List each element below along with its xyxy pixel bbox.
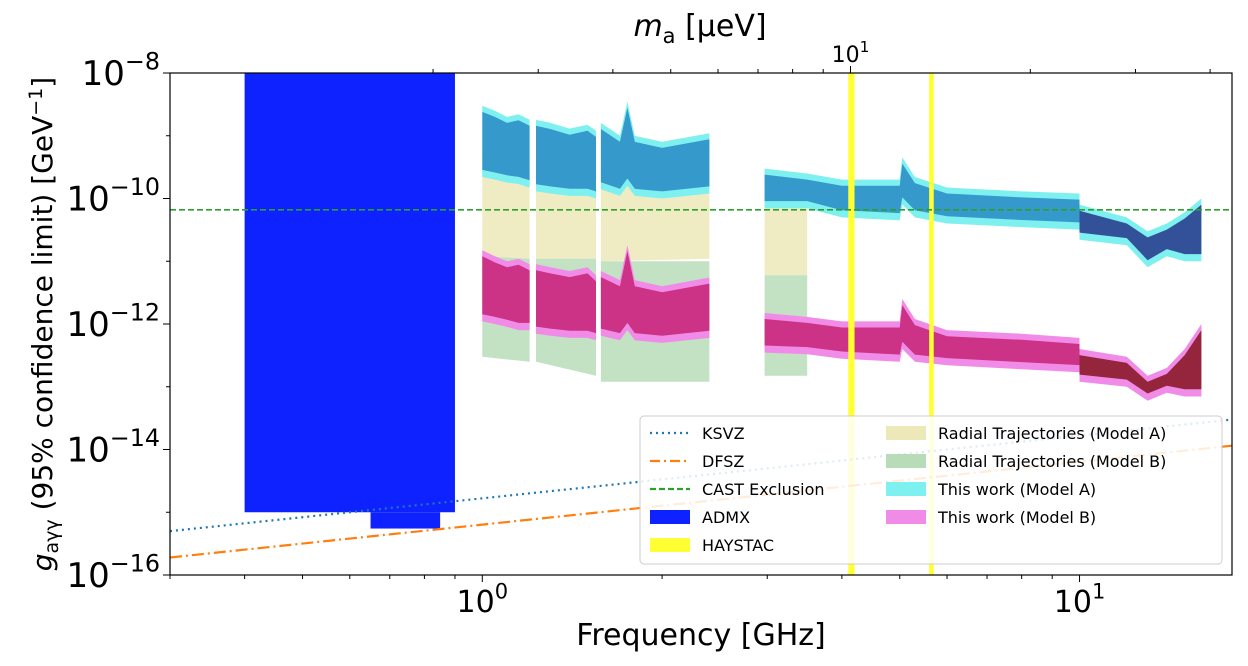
legend-label: KSVZ [702,424,745,443]
legend-item-haystac: HAYSTAC [650,536,774,555]
band-inner-this-work-model-b-1 [536,270,596,334]
y-tick-label: 10−14 [67,424,161,470]
band-inner-this-work-model-b-4 [1079,330,1202,394]
y-axis-label: gaγγ (95% confidence limit) [GeV−1] [25,77,63,571]
band-inner-this-work-model-a-4 [1079,204,1202,261]
band-inner-this-work-model-a-3 [764,163,1080,223]
y-tick-label: 10−10 [67,173,161,219]
y-tick-label: 10−16 [67,550,161,596]
legend-label: This work (Model B) [937,508,1096,527]
legend-label: DFSZ [702,452,744,471]
legend-label: CAST Exclusion [702,480,825,499]
series-layer [170,73,1232,575]
top-axis-label: ma [μeV] [633,9,766,48]
legend-item-admx: ADMX [650,508,750,527]
legend-label: ADMX [702,508,750,527]
x-axis: 100 101 [169,575,1106,621]
band-inner-this-work-model-b-0 [482,256,530,323]
y-tick-label: 10−12 [67,299,161,345]
band-inner-this-work-model-a-0 [482,111,530,181]
legend-swatch [650,538,690,552]
band-radial-trajectories-model-a-3 [764,204,808,276]
plot-area [169,72,1233,576]
haystac-band-0 [848,73,855,575]
admx-rect-1 [370,512,441,529]
x-tick-label: 100 [457,580,509,621]
legend-item-this-work-model-a: This work (Model A) [886,480,1096,499]
legend-swatch [886,426,926,440]
series-this-work-model-b [482,245,1202,401]
legend-swatch [886,454,926,468]
legend-item-radial-trajectories-model-a: Radial Trajectories (Model A) [886,424,1166,443]
y-axis: 10−8 10−10 10−12 10−14 10−16 [67,48,170,596]
legend-item-cast-exclusion: CAST Exclusion [650,480,825,499]
legend-item-ksvz: KSVZ [650,424,745,443]
top-tick-label: 101 [832,38,870,68]
legend-swatch [886,482,926,496]
legend-label: Radial Trajectories (Model B) [938,452,1166,471]
series-this-work-model-a [482,101,1202,268]
y-tick-label: 10−8 [82,48,160,94]
series-admx [244,73,455,529]
legend-label: HAYSTAC [702,536,774,555]
band-inner-this-work-model-a-2 [600,107,710,192]
legend-swatch [650,510,690,524]
x-axis-label: Frequency [GHz] [576,618,825,653]
series-haystac [848,73,934,575]
band-inner-this-work-model-b-2 [600,251,710,336]
x-tick-label: 101 [1054,580,1106,621]
legend: KSVZ DFSZ CAST Exclusion ADMX HAYSTAC Radial … [639,415,1223,565]
svg-text:ma [μeV]: ma [μeV] [633,9,766,48]
haystac-band-1 [929,73,934,575]
legend-label: This work (Model A) [937,480,1096,499]
legend-frame [639,415,1223,565]
admx-rect-0 [244,73,455,513]
legend-swatch [886,510,926,524]
legend-label: Radial Trajectories (Model A) [938,424,1166,443]
band-inner-this-work-model-b-3 [764,305,1080,366]
top-axis: 101 [432,38,1211,73]
svg-text:gaγγ (95% confidence limit) [G: gaγγ (95% confidence limit) [GeV−1] [25,77,63,571]
legend-item-this-work-model-b: This work (Model B) [886,508,1096,527]
band-inner-this-work-model-a-1 [536,125,596,192]
legend-item-dfsz: DFSZ [650,452,744,471]
legend-item-radial-trajectories-model-b: Radial Trajectories (Model B) [886,452,1166,471]
